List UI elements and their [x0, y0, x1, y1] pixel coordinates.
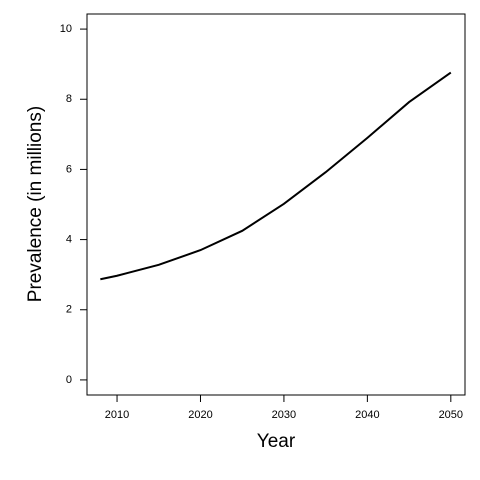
x-tick-label: 2020: [188, 409, 212, 421]
line-series: [100, 71, 452, 281]
x-axis-label: Year: [257, 431, 296, 452]
plot-frame: [86, 13, 466, 396]
y-tick-label: 10: [60, 23, 72, 35]
x-tick-label: 2030: [272, 409, 296, 421]
y-tick-label: 2: [66, 304, 72, 316]
y-tick-label: 0: [66, 374, 72, 386]
y-axis-label: Prevalence (in millions): [25, 106, 46, 302]
y-tick-label: 4: [66, 233, 72, 245]
y-tick-label: 6: [66, 163, 72, 175]
x-tick-label: 2010: [105, 409, 129, 421]
x-tick-label: 2050: [439, 409, 463, 421]
y-tick-label: 8: [66, 93, 72, 105]
x-tick-label: 2040: [355, 409, 379, 421]
